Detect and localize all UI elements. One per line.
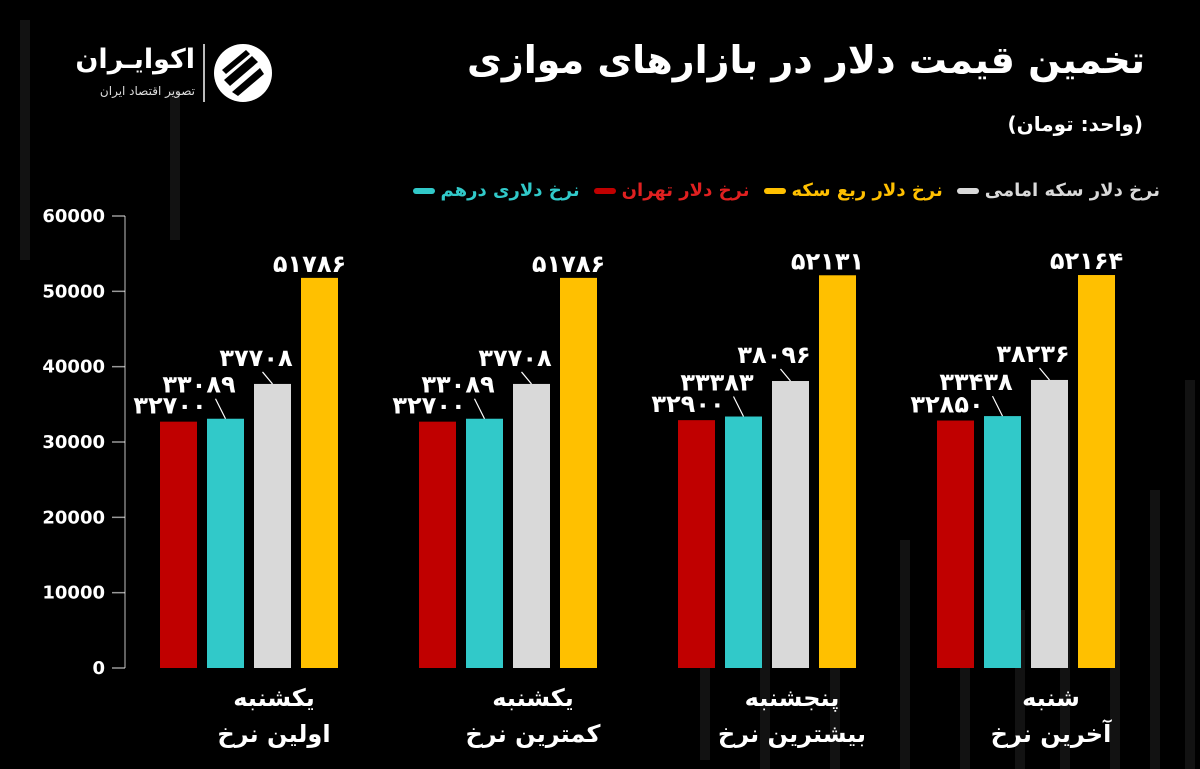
bar-rob (560, 277, 597, 668)
bar-dirham (725, 416, 762, 668)
logo-name: اکوایـران (75, 44, 195, 75)
bar-emami (254, 383, 291, 668)
legend-swatch-tehran (593, 187, 616, 194)
category-label: کمترین نرخ (466, 720, 601, 748)
bar-dirham (984, 416, 1021, 668)
logo-subtitle: تصویر اقتصاد ایران (99, 84, 195, 98)
bar-value-label: ۳۸۲۳۶ (996, 340, 1069, 368)
legend-item-tehran: نرخ دلار تهران (593, 180, 750, 201)
background-candle (760, 520, 770, 769)
bar-rob (301, 277, 338, 668)
legend-swatch-rob (763, 187, 786, 194)
label-leader-line (521, 371, 532, 385)
bar-rob (819, 275, 856, 668)
bar-emami (513, 383, 550, 668)
y-tick-label: 20000 (42, 507, 105, 528)
bar-value-label: ۳۳۰۸۹ (162, 371, 236, 399)
bar-value-label: ۳۳۳۸۳ (680, 369, 754, 397)
bar-value-label: ۵۲۱۳۱ (791, 247, 864, 275)
y-tick-label: 40000 (42, 357, 105, 378)
bar-value-label: ۳۲۸۵۰ (910, 391, 983, 419)
background-candle (1015, 610, 1025, 769)
legend-label-emami: نرخ دلار سکه امامی (984, 180, 1160, 201)
bar-value-label: ۵۲۱۶۴ (1050, 247, 1123, 275)
ekoiran-logo-mark-icon (214, 44, 272, 102)
bar-value-label: ۳۲۷۰۰ (392, 392, 465, 420)
bar-value-label: ۳۷۷۰۸ (219, 344, 293, 372)
background-candle (170, 90, 180, 240)
category-label: اولین نرخ (217, 720, 330, 748)
chart-legend: نرخ دلاری درهم نرخ دلار تهران نرخ دلار ر… (412, 180, 1160, 201)
background-candle (830, 600, 840, 769)
y-tick-label: 10000 (42, 583, 105, 604)
legend-swatch-emami (956, 187, 979, 194)
page-title: تخمین قیمت دلار در بازارهای موازی (467, 38, 1145, 82)
y-tick-label: 60000 (42, 206, 105, 227)
label-leader-line (1039, 367, 1050, 381)
category-label: شنبه (1022, 684, 1080, 712)
y-tick-label: 0 (92, 658, 105, 679)
label-leader-line (732, 396, 745, 417)
bar-value-label: ۳۲۷۰۰ (133, 392, 206, 420)
label-leader-line (473, 398, 486, 419)
bar-rob (1078, 275, 1115, 668)
legend-label-rob: نرخ دلار ربع سکه (791, 180, 943, 201)
category-label: بیشترین نرخ (718, 720, 866, 748)
bar-dirham (466, 418, 503, 668)
y-tick-label: 30000 (42, 432, 105, 453)
background-candle (1185, 380, 1195, 769)
bar-tehran (419, 421, 456, 668)
bar-tehran (160, 421, 197, 668)
category-label: یکشنبه (233, 684, 315, 712)
legend-label-tehran: نرخ دلار تهران (621, 180, 750, 201)
y-tick-label: 50000 (42, 281, 105, 302)
background-candle (900, 540, 910, 769)
legend-item-dirham: نرخ دلاری درهم (412, 180, 580, 201)
label-leader-line (214, 398, 227, 419)
category-label: پنجشنبه (745, 684, 840, 712)
bar-value-label: ۳۲۹۰۰ (651, 390, 724, 418)
label-leader-line (991, 395, 1004, 417)
bar-value-label: ۳۷۷۰۸ (478, 344, 552, 372)
legend-item-rob: نرخ دلار ربع سکه (763, 180, 943, 201)
ekoiran-logo: اکوایـران تصویر اقتصاد ایران (50, 40, 280, 110)
category-label: آخرین نرخ (991, 719, 1112, 748)
category-label: یکشنبه (492, 684, 574, 712)
bar-emami (772, 381, 809, 668)
background-candle (20, 20, 30, 260)
background-candle (1150, 490, 1160, 769)
bar-tehran (937, 420, 974, 668)
bar-value-label: ۳۸۰۹۶ (737, 341, 810, 369)
bar-value-label: ۳۳۰۸۹ (421, 371, 495, 399)
bar-value-label: ۳۳۴۳۸ (939, 368, 1013, 396)
label-leader-line (780, 368, 791, 382)
legend-item-emami: نرخ دلار سکه امامی (956, 180, 1160, 201)
bar-tehran (678, 420, 715, 668)
bar-value-label: ۵۱۷۸۶ (532, 250, 605, 278)
legend-label-dirham: نرخ دلاری درهم (440, 180, 580, 201)
bar-dirham (207, 418, 244, 668)
legend-swatch-dirham (412, 187, 435, 194)
unit-label: (واحد: تومان) (1007, 112, 1143, 136)
bar-value-label: ۵۱۷۸۶ (273, 250, 346, 278)
logo-divider (203, 44, 205, 102)
bar-emami (1031, 379, 1068, 668)
label-leader-line (262, 371, 273, 385)
